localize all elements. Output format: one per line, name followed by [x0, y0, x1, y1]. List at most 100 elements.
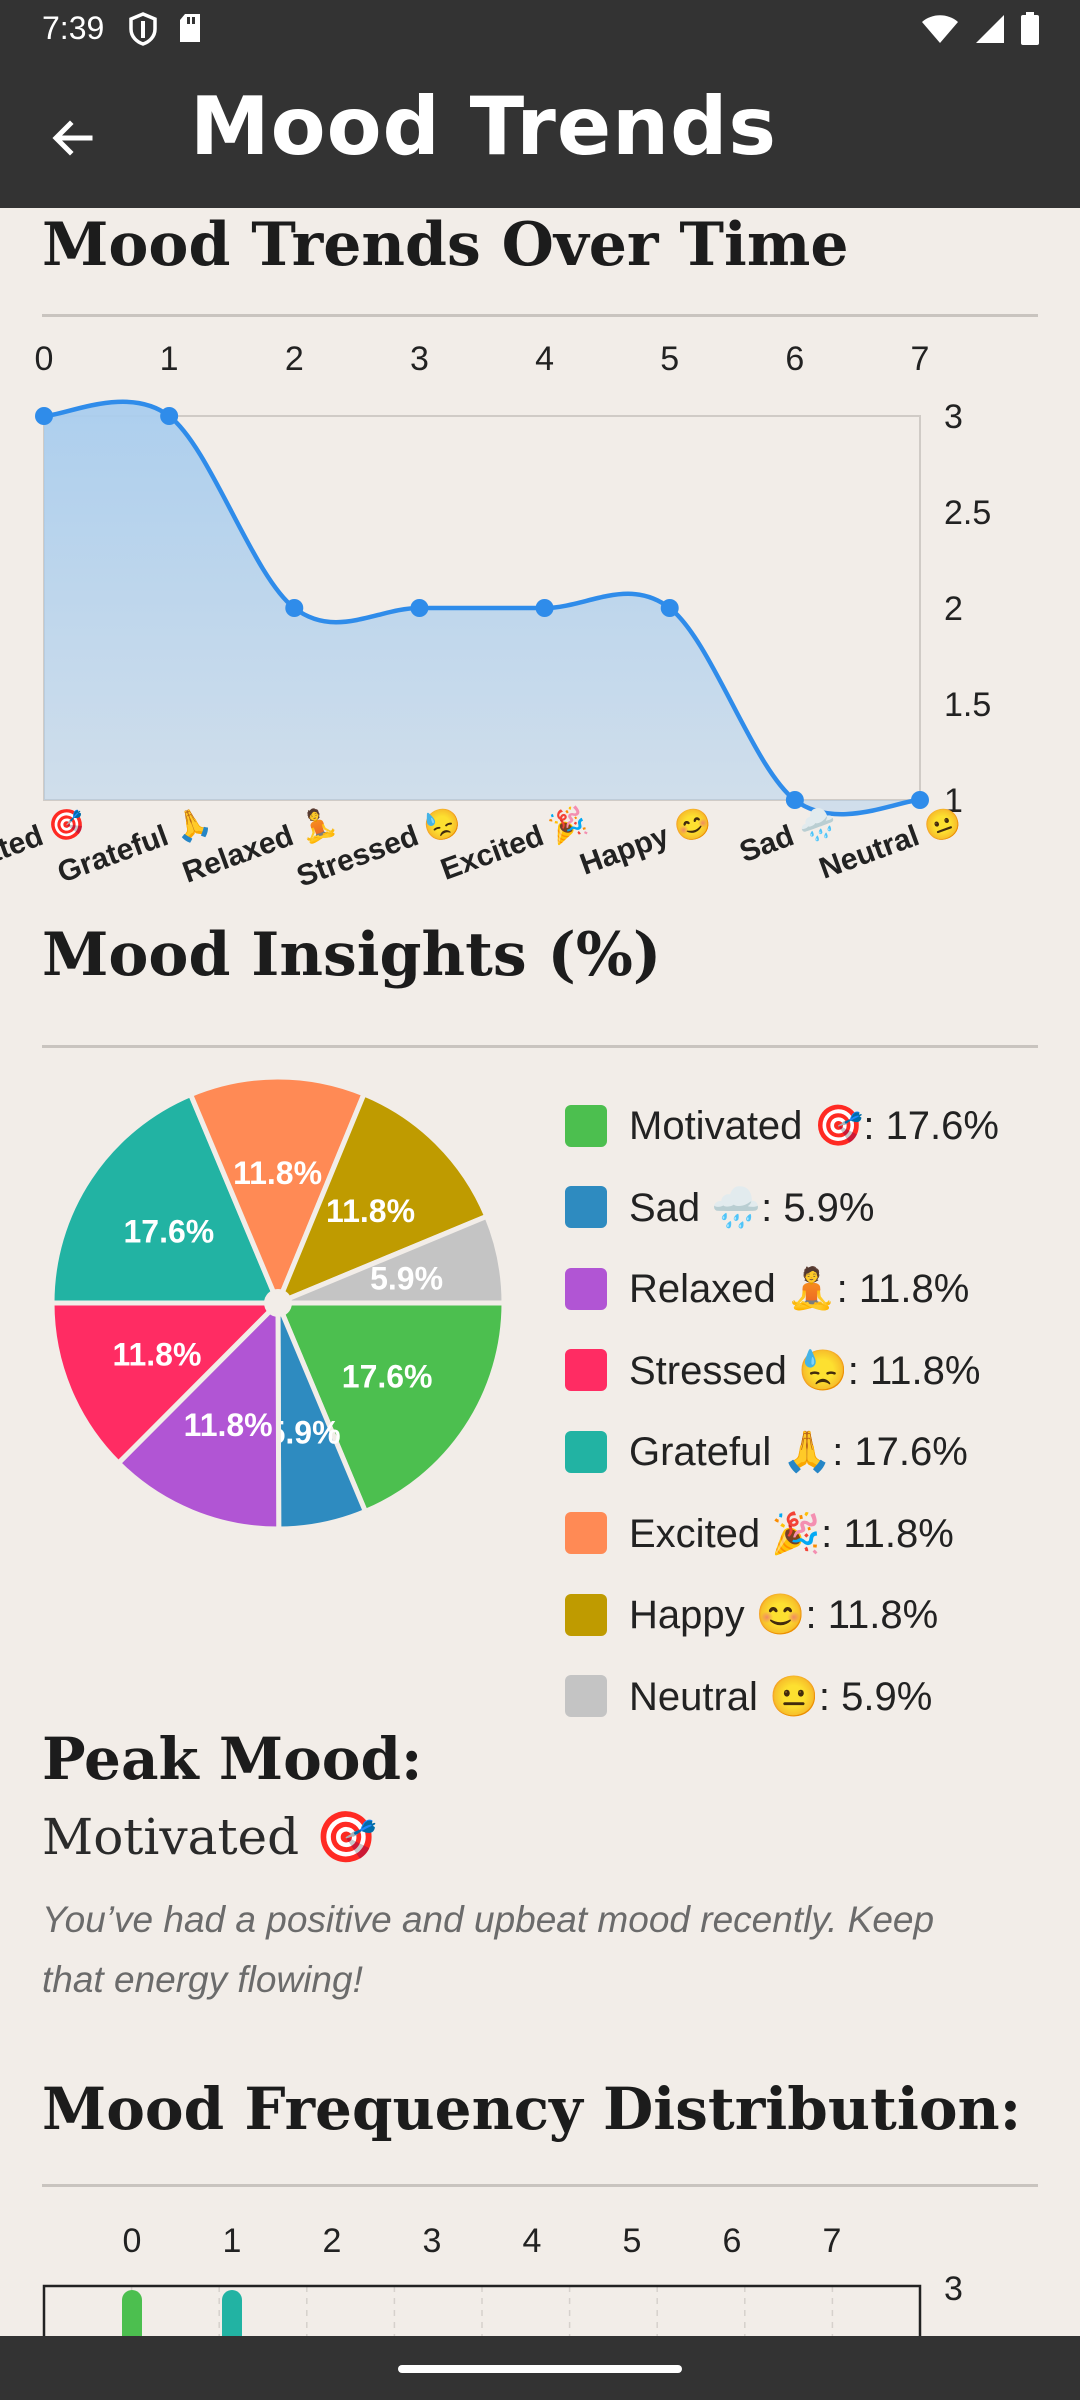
x-tick-label: 1	[160, 340, 179, 378]
frequency-bar[interactable]	[122, 2290, 142, 2336]
category-label: Happy 😊	[575, 803, 716, 882]
trends-section-title: Mood Trends Over Time	[42, 210, 849, 280]
legend-label: Stressed 😓: 11.8%	[629, 1348, 981, 1393]
pie-slice-label: 11.8%	[184, 1407, 273, 1443]
pie-slice[interactable]	[274, 1300, 507, 1515]
plot-border	[42, 2284, 922, 2336]
series-line	[43, 399, 921, 817]
data-point[interactable]	[160, 407, 179, 425]
x-tick-label: 2	[323, 2222, 342, 2260]
sd-card-icon	[180, 14, 200, 42]
pie-slice-label: 5.9%	[370, 1260, 443, 1296]
data-point[interactable]	[535, 599, 554, 617]
mood-pie-chart: 17.6%5.9%11.8%11.8%17.6%11.8%11.8%5.9%	[49, 1074, 507, 1532]
y-tick-label: 2	[944, 590, 963, 628]
arrow-back-icon	[52, 120, 93, 156]
x-tick-label: 4	[523, 2222, 542, 2260]
legend-item: Happy 😊: 11.8%	[565, 1574, 999, 1656]
frequency-bar[interactable]	[222, 2290, 242, 2336]
x-tick-label: 3	[423, 2222, 442, 2260]
pie-slice[interactable]	[49, 1091, 282, 1306]
legend-swatch	[565, 1593, 607, 1636]
x-tick-label: 6	[723, 2222, 742, 2260]
legend-swatch	[565, 1349, 607, 1392]
pie-slice-label: 11.8%	[326, 1193, 415, 1229]
pie-slice[interactable]	[114, 1296, 282, 1532]
peak-mood-value: Motivated 🎯	[42, 1808, 378, 1866]
y-tick-label: 1	[944, 782, 963, 820]
legend-item: Stressed 😓: 11.8%	[565, 1330, 999, 1412]
status-bar: 7:39	[0, 0, 1080, 60]
page-title: Mood Trends	[190, 80, 777, 173]
data-point[interactable]	[911, 791, 929, 809]
legend-label: Excited 🎉: 11.8%	[629, 1511, 954, 1556]
divider	[42, 314, 1038, 317]
x-tick-label: 1	[223, 2222, 242, 2260]
x-tick-label: 0	[35, 340, 54, 378]
wifi-icon	[922, 15, 958, 43]
home-gesture-handle[interactable]	[398, 2365, 682, 2373]
legend-label: Relaxed 🧘: 11.8%	[629, 1267, 970, 1312]
data-point[interactable]	[285, 599, 304, 617]
category-label: Excited 🎉	[436, 802, 592, 888]
x-tick-label: 7	[823, 2222, 842, 2260]
distribution-section-title: Mood Frequency Distribution:	[42, 2075, 1022, 2143]
legend-swatch	[565, 1267, 607, 1310]
legend-swatch	[565, 1186, 607, 1229]
divider	[42, 2184, 1038, 2187]
x-tick-label: 7	[911, 340, 930, 378]
pie-slice[interactable]	[277, 1213, 507, 1306]
legend-label: Motivated 🎯: 17.6%	[629, 1104, 999, 1149]
divider	[42, 1045, 1038, 1048]
data-point[interactable]	[660, 599, 679, 617]
data-point[interactable]	[785, 791, 804, 809]
pie-slice[interactable]	[273, 1090, 490, 1308]
data-point[interactable]	[35, 407, 53, 425]
x-tick-label: 4	[535, 340, 554, 378]
x-tick-label: 5	[660, 340, 679, 378]
status-time: 7:39	[42, 10, 105, 46]
pie-slice[interactable]	[49, 1300, 285, 1467]
mood-frequency-bar-chart: 0 1 2 3 4 5 6 7 3	[42, 2222, 963, 2336]
legend-swatch	[565, 1675, 607, 1718]
pie-slice-label: 11.8%	[112, 1336, 201, 1372]
legend-item: Excited 🎉: 11.8%	[565, 1493, 999, 1575]
pie-slice-label: 11.8%	[233, 1155, 322, 1191]
pie-legend: Motivated 🎯: 17.6% Sad 🌧️: 5.9% Relaxed 🧘:…	[565, 1085, 999, 1737]
legend-item: Neutral 😐: 5.9%	[565, 1656, 999, 1738]
back-button[interactable]	[34, 100, 110, 176]
legend-swatch	[565, 1104, 607, 1147]
legend-swatch	[565, 1430, 607, 1473]
x-tick-label: 3	[410, 340, 429, 378]
legend-item: Relaxed 🧘: 11.8%	[565, 1248, 999, 1330]
legend-label: Sad 🌧️: 5.9%	[629, 1185, 875, 1230]
battery-icon	[1021, 12, 1039, 45]
legend-label: Neutral 😐: 5.9%	[629, 1674, 933, 1719]
mood-insight-text: You’ve had a positive and upbeat mood re…	[42, 1899, 935, 2000]
y-tick-label: 2.5	[944, 494, 991, 532]
legend-item: Motivated 🎯: 17.6%	[565, 1085, 999, 1167]
x-tick-label: 2	[285, 340, 304, 378]
cell-signal-icon	[976, 15, 1004, 43]
legend-swatch	[565, 1512, 607, 1555]
data-point[interactable]	[410, 599, 429, 617]
insights-section-title: Mood Insights (%)	[42, 920, 662, 990]
pie-slice-label: 17.6%	[342, 1359, 433, 1395]
shield-icon	[129, 12, 157, 46]
y-tick-label: 3	[944, 2270, 963, 2308]
peak-mood-title: Peak Mood:	[42, 1725, 423, 1793]
y-tick-label: 1.5	[944, 686, 991, 724]
app-bar: Mood Trends	[0, 60, 1080, 208]
x-tick-label: 0	[123, 2222, 142, 2260]
legend-label: Grateful 🙏: 17.6%	[629, 1430, 968, 1475]
x-tick-label: 6	[785, 340, 804, 378]
pie-slice[interactable]	[187, 1074, 368, 1310]
legend-label: Happy 😊: 11.8%	[629, 1593, 939, 1638]
legend-item: Grateful 🙏: 17.6%	[565, 1411, 999, 1493]
legend-item: Sad 🌧️: 5.9%	[565, 1167, 999, 1249]
pie-center-dot	[264, 1289, 292, 1317]
x-tick-label: 5	[623, 2222, 642, 2260]
y-tick-label: 3	[944, 398, 963, 436]
pie-slice-label: 17.6%	[123, 1213, 214, 1249]
